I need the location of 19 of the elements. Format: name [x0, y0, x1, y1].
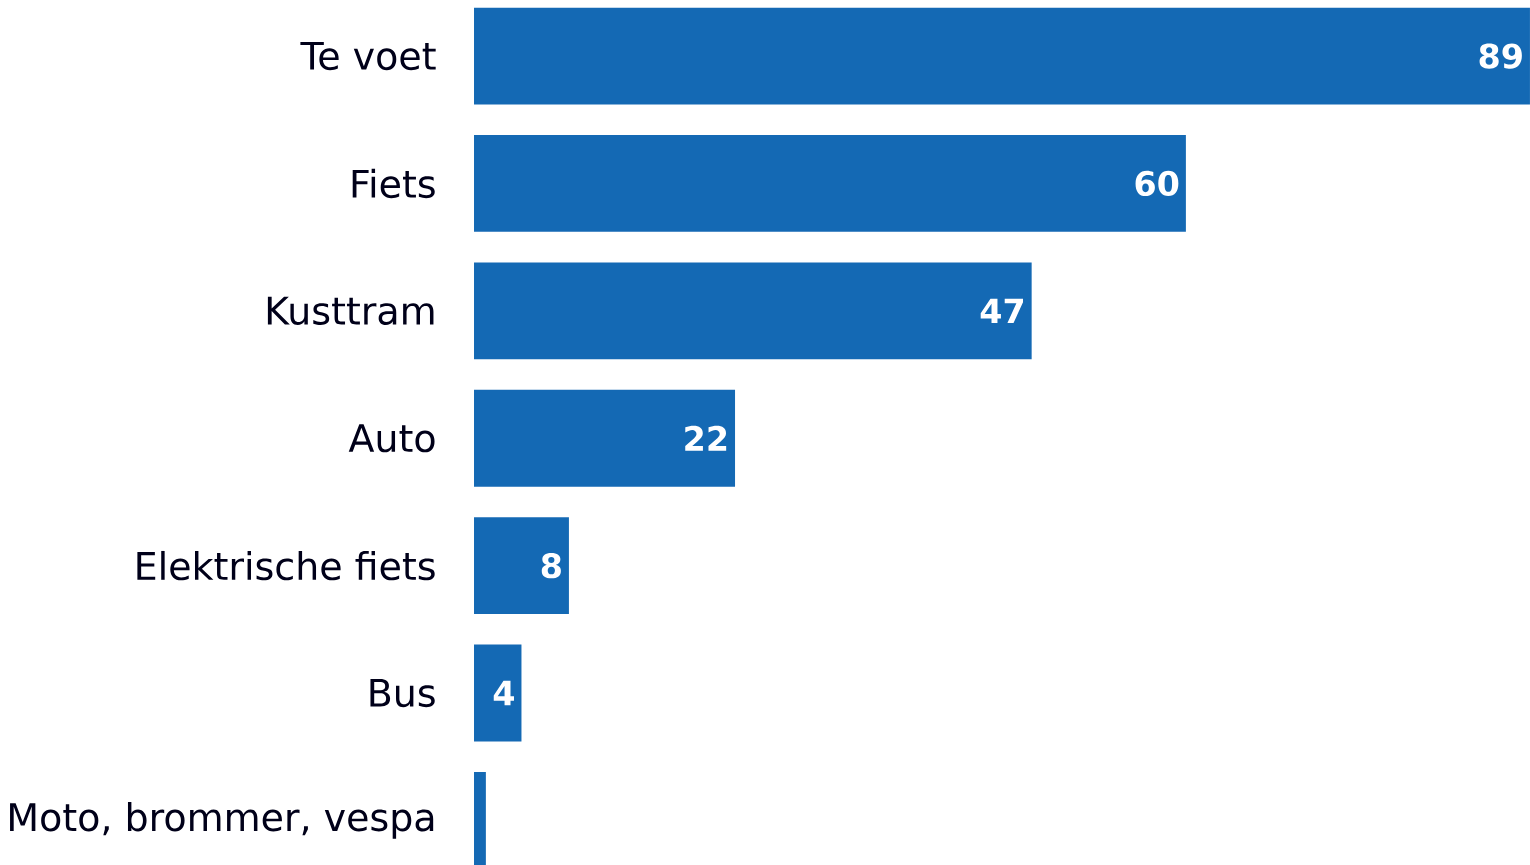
y-tick-label: Te voet	[300, 41, 436, 71]
y-tick-label: Auto	[348, 424, 435, 453]
data-label: 60	[1135, 170, 1179, 197]
data-label: 89	[1479, 43, 1522, 69]
y-tick-label: Fiets	[352, 168, 435, 199]
bar	[474, 7, 1530, 105]
bar	[474, 517, 569, 615]
y-tick-label: Kusttram	[267, 296, 434, 325]
y-tick-label: Elektrische fiets	[137, 550, 435, 581]
y-tick-label: Moto, brommer, vespa	[10, 802, 434, 839]
data-label: 4	[493, 680, 514, 706]
bar	[474, 389, 736, 487]
bar	[474, 644, 522, 742]
data-label: 8	[541, 552, 561, 579]
data-label: 47	[980, 298, 1024, 324]
y-tick-label: Bus	[370, 678, 435, 708]
bar	[474, 262, 1032, 360]
data-label: 22	[685, 425, 727, 451]
bar	[474, 135, 1186, 232]
